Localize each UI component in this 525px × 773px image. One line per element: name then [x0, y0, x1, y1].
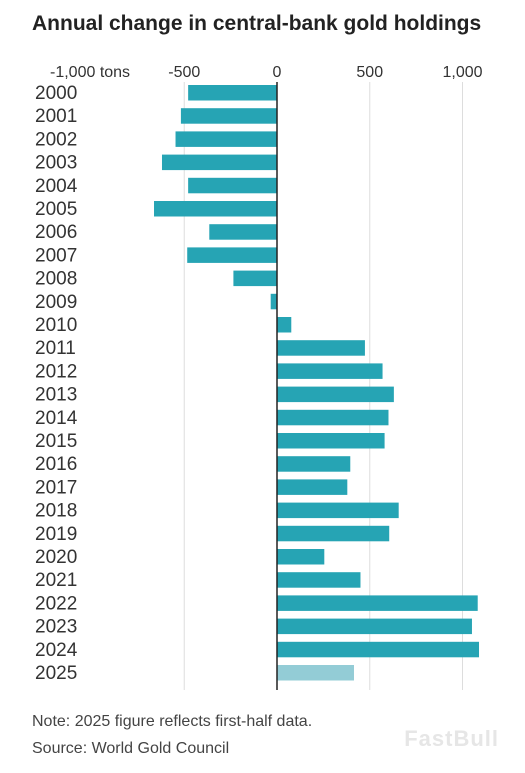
bar-2008 — [233, 270, 277, 287]
bar-2024 — [277, 641, 480, 658]
year-label-2019: 2019 — [35, 524, 77, 545]
bar-2013 — [277, 386, 394, 403]
year-label-2017: 2017 — [35, 477, 77, 498]
x-tick-label: 0 — [273, 64, 282, 81]
year-label-2007: 2007 — [35, 245, 77, 266]
bar-2025 — [277, 665, 354, 681]
bar-2009 — [270, 293, 277, 310]
year-label-2018: 2018 — [35, 501, 77, 522]
bar-2001 — [180, 108, 277, 124]
bar-2007 — [187, 247, 277, 263]
x-tick-label: -500 — [168, 64, 200, 81]
x-tick-label: -1,000 tons — [50, 64, 130, 81]
year-label-2000: 2000 — [35, 83, 77, 104]
bar-2016 — [277, 456, 351, 472]
bar-2000 — [188, 85, 277, 101]
bar-2011 — [277, 340, 365, 356]
fastbull-watermark: FastBull — [404, 726, 499, 751]
chart-title: Annual change in central-bank gold holdi… — [32, 12, 482, 35]
year-label-2024: 2024 — [35, 640, 78, 661]
chart-source: Source: World Gold Council — [32, 740, 230, 757]
bar-2021 — [277, 572, 361, 588]
year-label-2011: 2011 — [35, 338, 76, 359]
x-tick-label: 1,000 — [442, 64, 482, 81]
bar-2022 — [277, 595, 478, 611]
bar-2018 — [277, 502, 399, 519]
year-label-2020: 2020 — [35, 547, 77, 568]
year-label-2023: 2023 — [35, 617, 77, 638]
chart-note: Note: 2025 figure reflects first-half da… — [32, 713, 313, 730]
x-tick-label: 500 — [356, 64, 383, 81]
year-label-2003: 2003 — [35, 153, 77, 174]
year-label-2002: 2002 — [35, 129, 77, 150]
bar-2023 — [277, 618, 472, 635]
bar-2015 — [277, 433, 385, 449]
bar-2020 — [277, 549, 325, 565]
year-label-2001: 2001 — [35, 106, 77, 127]
bar-2010 — [277, 317, 292, 333]
bar-2017 — [277, 479, 348, 495]
year-label-2015: 2015 — [35, 431, 77, 452]
year-label-2012: 2012 — [35, 361, 77, 382]
bars — [154, 85, 480, 681]
bar-2019 — [277, 525, 390, 542]
grid-lines — [183, 82, 463, 690]
year-label-2006: 2006 — [35, 222, 77, 243]
bar-2002 — [175, 131, 277, 147]
year-label-2014: 2014 — [35, 408, 78, 429]
year-label-2013: 2013 — [35, 385, 77, 406]
bar-2004 — [188, 177, 277, 194]
x-axis-ticks: -1,000 tons -500 0 500 1,000 — [50, 64, 483, 81]
bar-2005 — [154, 201, 277, 217]
year-label-2009: 2009 — [35, 292, 77, 313]
year-label-2021: 2021 — [35, 570, 77, 591]
bar-2006 — [209, 224, 277, 240]
bar-2003 — [161, 154, 277, 171]
bar-2014 — [277, 409, 389, 426]
year-label-2016: 2016 — [35, 454, 77, 475]
year-label-2005: 2005 — [35, 199, 77, 220]
year-label-2008: 2008 — [35, 269, 77, 290]
year-label-2010: 2010 — [35, 315, 77, 336]
bar-2012 — [277, 363, 383, 379]
year-label-2004: 2004 — [35, 176, 78, 197]
year-label-2022: 2022 — [35, 593, 77, 614]
year-label-2025: 2025 — [35, 663, 77, 684]
